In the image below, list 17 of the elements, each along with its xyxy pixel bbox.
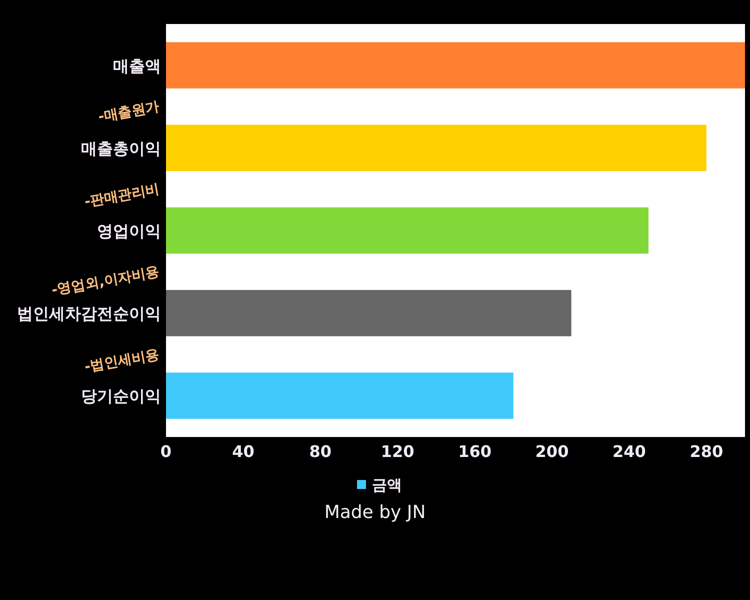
x-tick-label: 80 bbox=[309, 442, 332, 461]
y-tick-label: 영업이익 bbox=[97, 222, 161, 240]
y-tick-label: 매출액 bbox=[113, 56, 161, 76]
text: -법인세비용 bbox=[83, 346, 161, 376]
x-tick-label: 280 bbox=[690, 442, 724, 461]
x-tick-label: 0 bbox=[160, 442, 172, 461]
x-tick-label: 160 bbox=[458, 442, 492, 461]
text: Made by JN bbox=[324, 502, 426, 523]
text: -매출원가 bbox=[97, 98, 161, 126]
legend-label: 금액 bbox=[372, 476, 402, 494]
y-tick-label: 매출총이익 bbox=[81, 138, 161, 158]
y-tick-label: 법인세차감전순이익 bbox=[17, 304, 161, 324]
y-tick-label: 당기순이익 bbox=[81, 386, 161, 406]
x-tick-label: 200 bbox=[535, 442, 569, 461]
x-tick-label: 40 bbox=[232, 442, 254, 461]
x-tick-label: 120 bbox=[380, 442, 414, 461]
x-tick-label: 240 bbox=[612, 442, 646, 461]
